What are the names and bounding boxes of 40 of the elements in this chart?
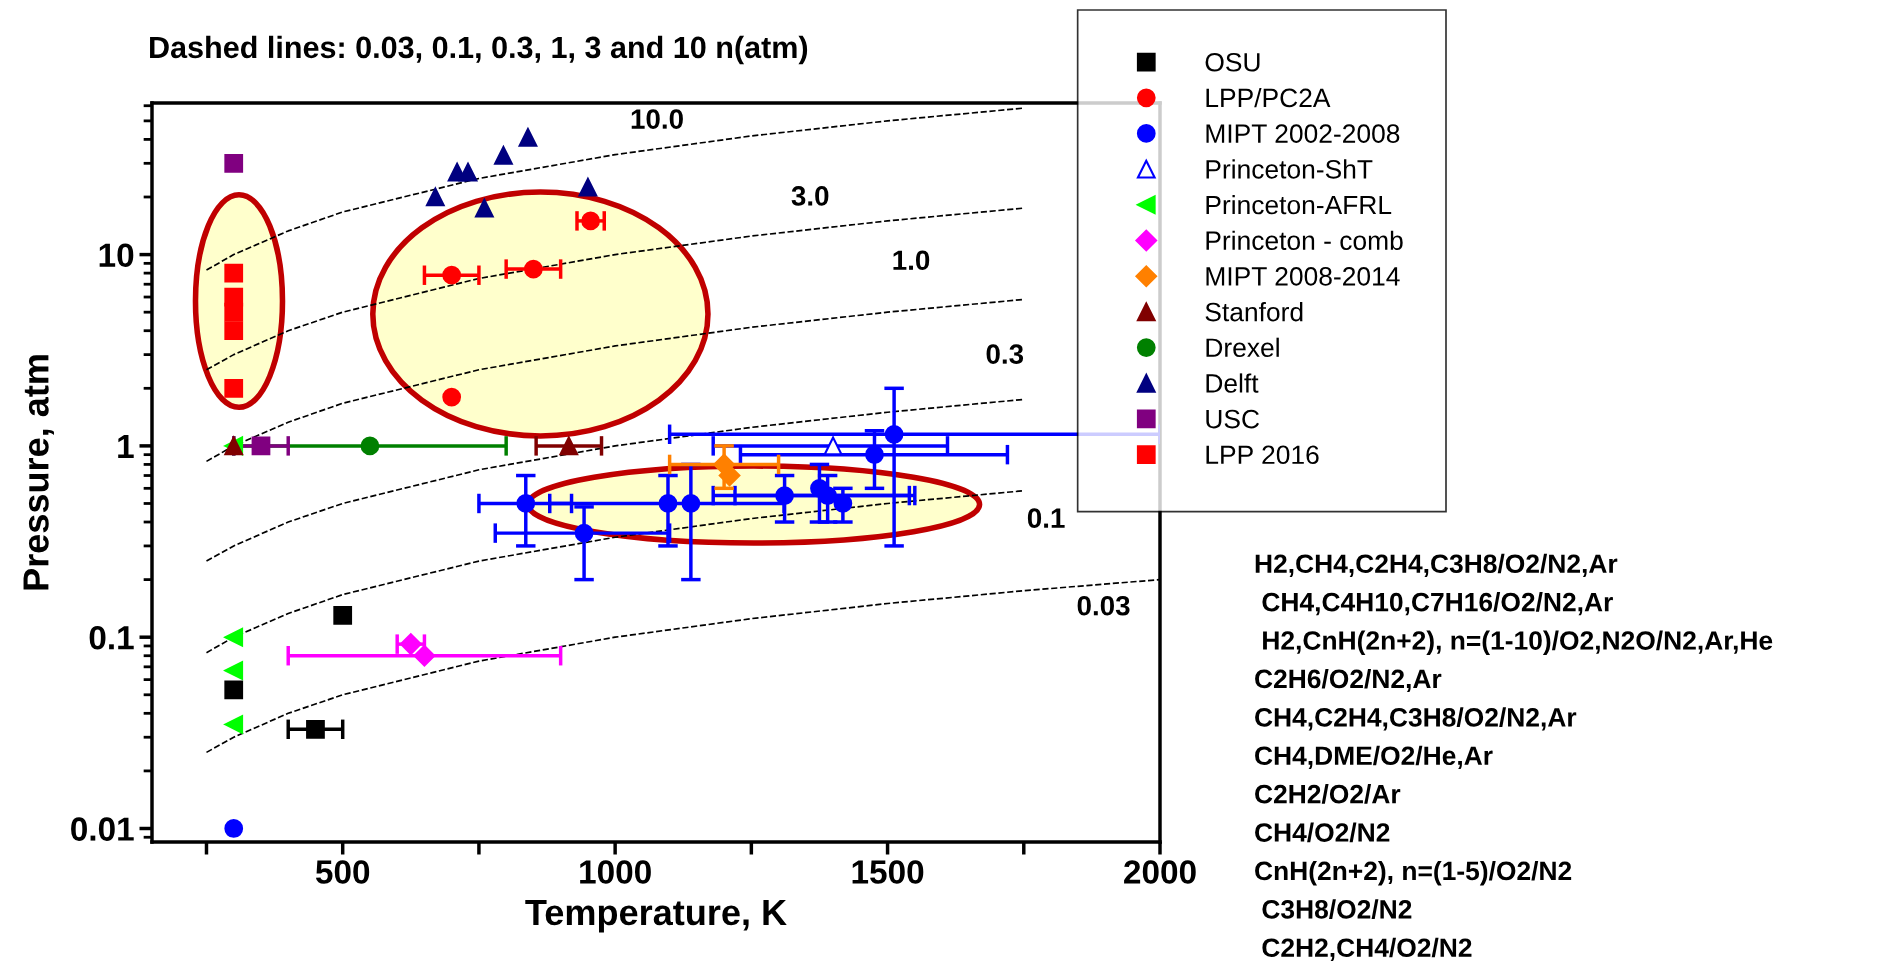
text: H2,CH4,C2H4,C3H8/O2/N2,Ar <box>1255 553 1618 577</box>
legend-label: Stanford <box>1205 302 1303 322</box>
legend-label: MIPT 2002-2008 <box>1206 124 1400 143</box>
legend-label: MIPT 2008-2014 <box>1206 267 1400 286</box>
text: CH4,C2H4,C3H8/O2/N2,Ar <box>1255 707 1577 731</box>
x-axis-title: Temperature, K <box>525 900 787 933</box>
text: CH4,DME/O2/He,Ar <box>1255 745 1493 769</box>
series-label: 0.03 <box>1077 595 1130 616</box>
legend-label: Princeton-ShT <box>1206 159 1373 179</box>
y-tick-label: 1 <box>118 435 134 458</box>
legend-label: Princeton-AFRL <box>1206 194 1392 215</box>
x-tick-label: 1500 <box>852 860 924 884</box>
legend-label: LPP/PC2A <box>1206 87 1331 108</box>
legend-label: Princeton - comb <box>1206 230 1403 251</box>
text: C3H8/O2/N2 <box>1262 899 1412 919</box>
series-label: 1.0 <box>893 250 930 271</box>
legend-label: Delft <box>1206 373 1259 393</box>
legend-label: USC <box>1206 409 1260 429</box>
legend-label: LPP 2016 <box>1206 445 1319 465</box>
x-tick-label: 2000 <box>1124 860 1196 884</box>
legend-label: OSU <box>1205 52 1260 72</box>
y-tick-label: 0.01 <box>71 817 134 841</box>
legend-label: Drexel <box>1206 337 1279 358</box>
text: C2H2/O2/Ar <box>1255 784 1401 804</box>
series-label: 3.0 <box>791 186 829 206</box>
chart-title: Dashed lines: 0.03, 0.1, 0.3, 1, 3 and 10 n(atm) <box>150 35 808 65</box>
x-tick-label: 500 <box>315 860 370 884</box>
series-label: 10.0 <box>631 109 683 129</box>
series-label: 0.1 <box>1027 508 1065 528</box>
text: C2H6/O2/N2,Ar <box>1255 668 1442 693</box>
text: CH4,C4H10,C7H16/O2/N2,Ar <box>1262 592 1613 616</box>
text: CH4/O2/N2 <box>1255 822 1390 843</box>
text: C2H2,CH4/O2/N2 <box>1262 937 1472 961</box>
y-tick-label: 10 <box>99 243 134 267</box>
series-label: 0.3 <box>986 344 1024 364</box>
text: H2,CnH(2n+2), n=(1-10)/O2,N2O/N2,Ar,He <box>1263 630 1773 656</box>
y-tick-label: 0.1 <box>89 626 134 650</box>
y-axis-title: Pressure, atm <box>23 355 54 590</box>
text: CnH(2n+2), n=(1-5)/O2/N2 <box>1255 860 1572 886</box>
x-tick-label: 1000 <box>580 860 651 884</box>
